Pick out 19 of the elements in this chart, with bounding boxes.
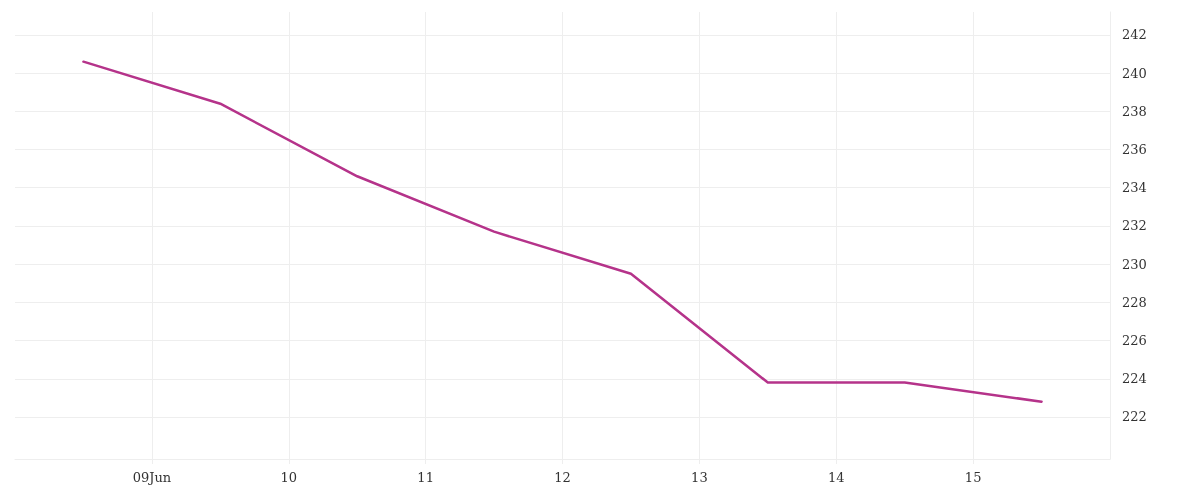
x-tick-label: 10 <box>280 470 298 485</box>
x-tick-label: 12 <box>554 470 571 485</box>
x-tick-label: 13 <box>691 470 708 485</box>
y-tick-label: 236 <box>1122 142 1147 158</box>
x-tick-label: 09Jun <box>132 470 172 485</box>
y-tick-label: 240 <box>1122 65 1147 81</box>
y-tick-label: 230 <box>1122 256 1147 272</box>
x-tick-label: 15 <box>964 470 982 485</box>
y-tick-label: 232 <box>1122 218 1147 234</box>
y-tick-label: 238 <box>1122 103 1147 119</box>
y-tick-label: 224 <box>1122 371 1147 387</box>
y-tick-label: 242 <box>1122 27 1147 43</box>
x-tick-label: 14 <box>827 470 845 485</box>
y-tick-label: 234 <box>1122 180 1147 196</box>
line-series <box>82 60 1043 403</box>
y-tick-label: 226 <box>1122 333 1147 349</box>
x-tick-label: 11 <box>417 470 434 485</box>
y-tick-label: 222 <box>1122 409 1147 425</box>
y-tick-label: 228 <box>1122 294 1147 310</box>
